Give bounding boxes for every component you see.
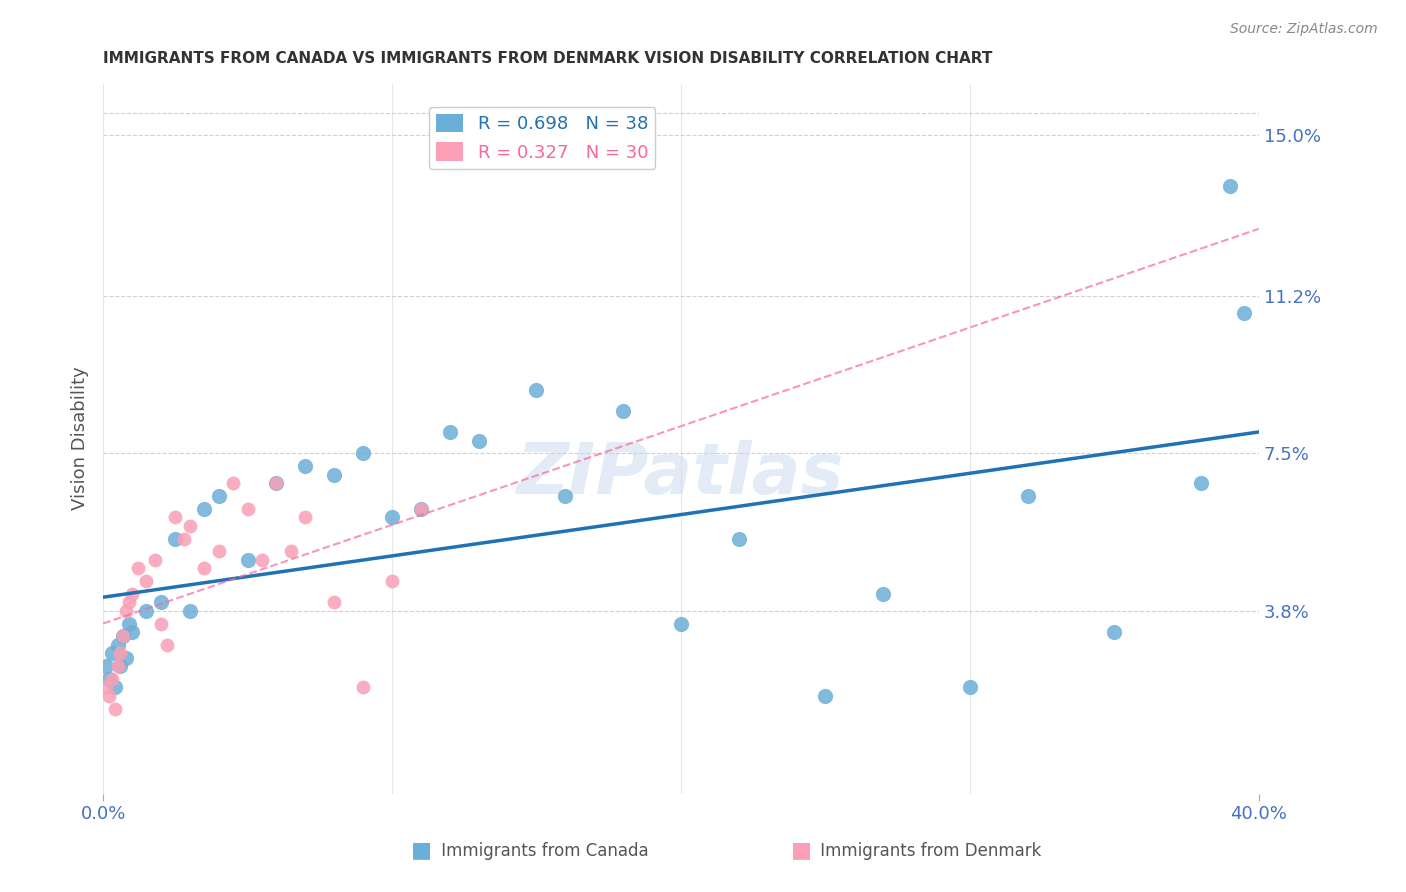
Point [179, 604, 201, 618]
Point [727, 532, 749, 546]
Point [222, 476, 245, 491]
Point [193, 561, 215, 575]
Point [236, 553, 259, 567]
Point [121, 587, 143, 601]
Point [439, 425, 461, 440]
Point [352, 446, 374, 460]
Point [323, 595, 346, 609]
Point [107, 659, 129, 673]
Point [110, 646, 132, 660]
Point [135, 574, 157, 588]
Text: Source: ZipAtlas.com: Source: ZipAtlas.com [1230, 22, 1378, 37]
Point [104, 681, 127, 695]
Point [1233, 306, 1256, 320]
Point [266, 476, 288, 491]
Point [612, 404, 634, 418]
Point [381, 574, 404, 588]
Point [1104, 625, 1126, 640]
Point [872, 587, 894, 601]
Point [94, 681, 117, 695]
Point [236, 501, 259, 516]
Point [323, 467, 346, 482]
Point [97, 689, 120, 703]
Point [280, 544, 302, 558]
Point [112, 629, 135, 643]
Point [526, 383, 548, 397]
Point [165, 510, 187, 524]
Point [115, 604, 138, 618]
Point [208, 489, 231, 503]
Point [101, 646, 124, 660]
Point [554, 489, 576, 503]
Point [112, 629, 135, 643]
Point [135, 604, 157, 618]
Point [1017, 489, 1039, 503]
Text: ■: ■ [412, 840, 432, 860]
Text: Immigrants from Denmark: Immigrants from Denmark [815, 842, 1042, 860]
Point [127, 561, 149, 575]
Point [110, 659, 132, 673]
Point [409, 501, 432, 516]
Point [121, 625, 143, 640]
Point [409, 501, 432, 516]
Point [814, 689, 837, 703]
Point [294, 459, 316, 474]
Point [156, 638, 179, 652]
Point [149, 616, 172, 631]
Point [208, 544, 231, 558]
Legend: R = 0.698   N = 38, R = 0.327   N = 30: R = 0.698 N = 38, R = 0.327 N = 30 [429, 107, 655, 169]
Point [959, 681, 981, 695]
Text: Immigrants from Canada: Immigrants from Canada [436, 842, 648, 860]
Point [669, 616, 692, 631]
Point [250, 553, 273, 567]
Point [179, 518, 201, 533]
Point [381, 510, 404, 524]
Y-axis label: Vision Disability: Vision Disability [72, 367, 89, 510]
Text: IMMIGRANTS FROM CANADA VS IMMIGRANTS FROM DENMARK VISION DISABILITY CORRELATION : IMMIGRANTS FROM CANADA VS IMMIGRANTS FRO… [103, 51, 993, 66]
Point [1189, 476, 1212, 491]
Point [143, 553, 166, 567]
Point [173, 532, 195, 546]
Text: ■: ■ [792, 840, 811, 860]
Point [165, 532, 187, 546]
Point [107, 638, 129, 652]
Point [193, 501, 215, 516]
Point [97, 672, 120, 686]
Point [1219, 178, 1241, 193]
Point [266, 476, 288, 491]
Point [294, 510, 316, 524]
Point [118, 616, 141, 631]
Point [104, 701, 127, 715]
Point [352, 681, 374, 695]
Point [101, 672, 124, 686]
Point [467, 434, 489, 448]
Point [149, 595, 172, 609]
Text: ZIPatlas: ZIPatlas [517, 440, 845, 508]
Point [118, 595, 141, 609]
Point [94, 659, 117, 673]
Point [115, 650, 138, 665]
